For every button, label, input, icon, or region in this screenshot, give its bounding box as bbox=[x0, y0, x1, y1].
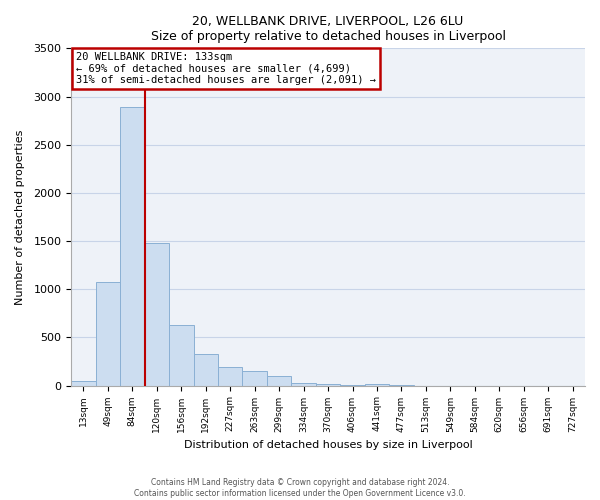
Bar bbox=[316, 384, 340, 386]
Text: Contains HM Land Registry data © Crown copyright and database right 2024.
Contai: Contains HM Land Registry data © Crown c… bbox=[134, 478, 466, 498]
Bar bbox=[267, 376, 292, 386]
Bar bbox=[71, 381, 95, 386]
Bar bbox=[120, 107, 145, 386]
Bar bbox=[218, 367, 242, 386]
Bar bbox=[242, 371, 267, 386]
X-axis label: Distribution of detached houses by size in Liverpool: Distribution of detached houses by size … bbox=[184, 440, 472, 450]
Bar bbox=[194, 354, 218, 386]
Bar bbox=[145, 243, 169, 386]
Bar bbox=[95, 282, 120, 386]
Title: 20, WELLBANK DRIVE, LIVERPOOL, L26 6LU
Size of property relative to detached hou: 20, WELLBANK DRIVE, LIVERPOOL, L26 6LU S… bbox=[151, 15, 506, 43]
Bar bbox=[292, 382, 316, 386]
Text: 20 WELLBANK DRIVE: 133sqm
← 69% of detached houses are smaller (4,699)
31% of se: 20 WELLBANK DRIVE: 133sqm ← 69% of detac… bbox=[76, 52, 376, 85]
Bar bbox=[169, 325, 194, 386]
Bar bbox=[365, 384, 389, 386]
Y-axis label: Number of detached properties: Number of detached properties bbox=[15, 130, 25, 304]
